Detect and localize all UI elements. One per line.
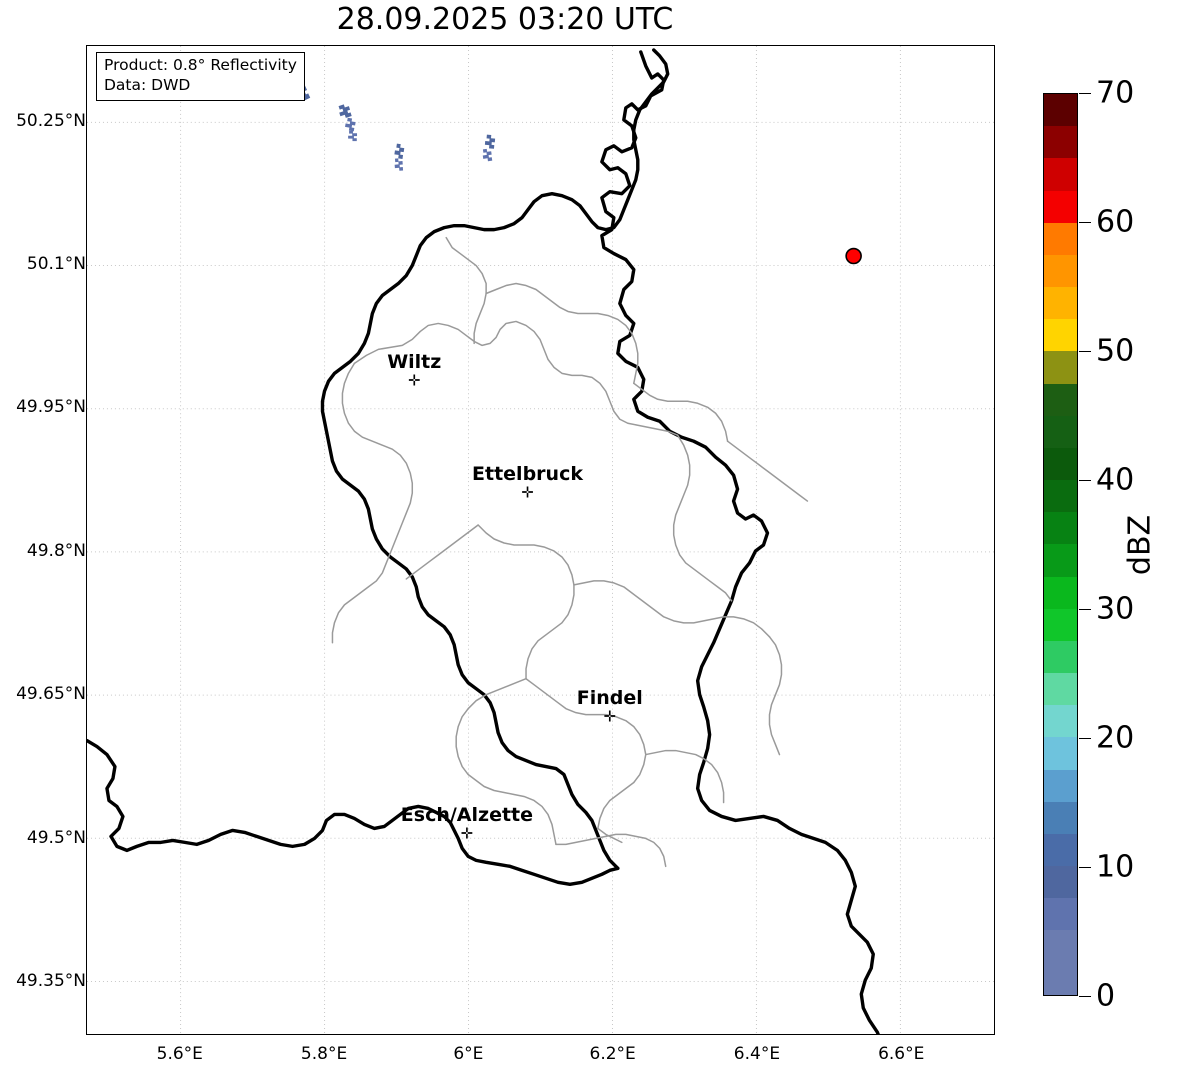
- colorbar-band: [1044, 254, 1077, 288]
- colorbar-band: [1044, 640, 1077, 674]
- radar-echo-cell: [484, 134, 496, 149]
- city-marker-icon: ✛: [603, 707, 617, 726]
- colorbar-band: [1044, 608, 1077, 641]
- colorbar-band: [1044, 705, 1077, 738]
- y-tick-label: 49.8°N: [26, 540, 86, 561]
- radar-map-plot[interactable]: [86, 45, 995, 1035]
- colorbar-band: [1044, 447, 1077, 481]
- colorbar-tick-label: 40: [1096, 462, 1135, 498]
- colorbar-tick-mark: [1079, 609, 1091, 610]
- colorbar-tick-mark: [1079, 222, 1091, 223]
- colorbar-tick-mark: [1079, 996, 1091, 997]
- x-tick-label: 5.8°E: [300, 1044, 348, 1064]
- x-tick-label: 6.4°E: [733, 1044, 781, 1064]
- colorbar-tick-mark: [1079, 93, 1091, 94]
- colorbar-band: [1044, 126, 1077, 159]
- radar-echo-cell: [394, 158, 404, 171]
- x-tick-label: 6.2°E: [589, 1044, 636, 1064]
- map-gridlines: [87, 46, 994, 1034]
- colorbar-band: [1044, 898, 1077, 931]
- map-vector-layer: [87, 46, 994, 1034]
- colorbar-tick-mark: [1079, 351, 1091, 352]
- colorbar-band: [1044, 480, 1077, 513]
- district-borders: [331, 236, 809, 868]
- info-product-line: Product: 0.8° Reflectivity: [104, 56, 297, 74]
- colorbar-band: [1044, 769, 1077, 802]
- colorbar-band: [1044, 415, 1077, 448]
- colorbar-tick-mark: [1079, 480, 1091, 481]
- y-tick-label: 49.5°N: [26, 827, 86, 848]
- radar-site-marker[interactable]: [845, 247, 862, 265]
- colorbar-band: [1044, 544, 1077, 577]
- colorbar-tick-label: 60: [1096, 204, 1135, 240]
- x-tick-label: 6°E: [453, 1044, 484, 1064]
- x-tick-label: 6.6°E: [878, 1044, 925, 1064]
- colorbar-tick-label: 70: [1096, 75, 1135, 111]
- x-tick-label: 5.6°E: [156, 1044, 203, 1064]
- colorbar-band: [1044, 962, 1077, 995]
- colorbar-tick-label: 30: [1096, 591, 1135, 627]
- radar-echo-cell: [348, 130, 358, 142]
- colorbar-tick-mark: [1079, 867, 1091, 868]
- colorbar-band: [1044, 351, 1077, 384]
- city-marker-icon: ✛: [521, 483, 534, 502]
- y-tick-label: 50.1°N: [26, 254, 86, 274]
- radar-echo-cell: [394, 143, 405, 160]
- colorbar-band: [1044, 287, 1077, 320]
- y-tick-label: 49.35°N: [16, 971, 86, 992]
- colorbar-tick-label: 20: [1096, 720, 1135, 756]
- colorbar-axis-label: dBZ: [1122, 514, 1158, 576]
- colorbar-band: [1044, 833, 1077, 867]
- city-marker-icon: ✛: [460, 824, 474, 843]
- info-data-line: Data: DWD: [104, 75, 191, 94]
- country-border-northwest: [320, 48, 670, 871]
- colorbar-tick-label: 0: [1096, 978, 1116, 1014]
- colorbar-band: [1044, 576, 1077, 609]
- radar-echo-cell: [345, 117, 356, 132]
- city-marker-icon: ✛: [407, 371, 421, 390]
- colorbar-band: [1044, 737, 1077, 770]
- radar-echo-cells: [293, 83, 496, 171]
- colorbar-band: [1044, 383, 1077, 416]
- colorbar-band: [1044, 512, 1077, 545]
- page-title: 28.09.2025 03:20 UTC: [336, 2, 674, 37]
- colorbar-tick-label: 10: [1096, 849, 1135, 885]
- country-border-luxembourg: [600, 50, 880, 1034]
- colorbar-band: [1044, 222, 1077, 255]
- colorbar-band: [1044, 158, 1077, 191]
- colorbar-tick-mark: [1079, 738, 1091, 739]
- colorbar-band: [1044, 801, 1077, 834]
- y-tick-label: 49.65°N: [16, 684, 86, 705]
- radar-echo-cell: [482, 148, 493, 162]
- info-box: Product: 0.8° Reflectivity Data: DWD: [96, 52, 305, 101]
- colorbar: [1043, 93, 1078, 996]
- city-label-ettelbruck: Ettelbruck: [472, 462, 583, 485]
- colorbar-band: [1044, 94, 1077, 127]
- colorbar-band: [1044, 930, 1077, 963]
- colorbar-band: [1044, 866, 1077, 899]
- radar-site-dot: [845, 247, 862, 265]
- y-tick-label: 50.25°N: [16, 110, 86, 131]
- country-border-west: [87, 738, 620, 886]
- city-label-esch-alzette: Esch/Alzette: [400, 804, 534, 827]
- y-tick-label: 49.95°N: [16, 397, 86, 418]
- city-label-findel: Findel: [576, 687, 643, 710]
- colorbar-band: [1044, 319, 1077, 352]
- colorbar-band: [1044, 673, 1077, 706]
- radar-echo-cell: [338, 104, 352, 118]
- colorbar-band: [1044, 190, 1077, 223]
- colorbar-tick-label: 50: [1096, 333, 1135, 369]
- city-label-wiltz: Wiltz: [387, 350, 442, 373]
